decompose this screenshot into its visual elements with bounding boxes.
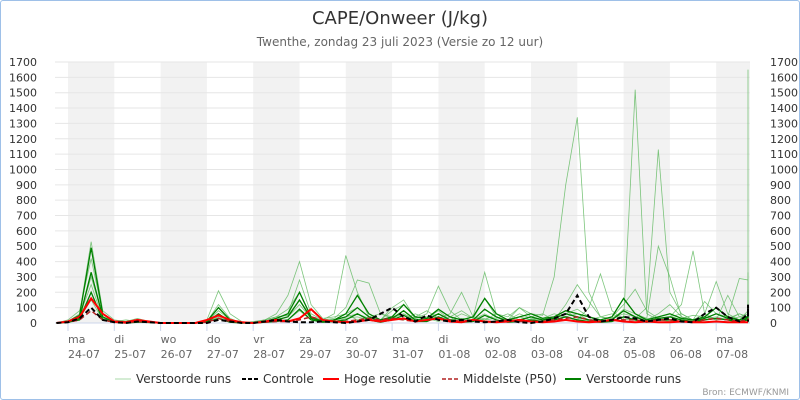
y-tick-label-right: 1400	[770, 102, 798, 115]
day-band	[623, 62, 670, 323]
y-tick-label-right: 600	[770, 225, 791, 238]
y-tick-label-right: 100	[770, 302, 791, 315]
x-tick-date: 06-08	[670, 348, 702, 361]
legend-label: Verstoorde runs	[136, 372, 231, 386]
x-tick-date: 25-07	[114, 348, 146, 361]
x-tick-date: 07-08	[716, 348, 748, 361]
day-band	[438, 62, 485, 323]
legend-label: Hoge resolutie	[344, 372, 431, 386]
y-tick-label-left: 100	[16, 302, 37, 315]
x-tick-weekday: za	[624, 333, 637, 346]
chart-title: CAPE/Onweer (J/kg)	[312, 8, 488, 29]
y-tick-label-left: 400	[16, 256, 37, 269]
y-tick-label-right: 1200	[770, 133, 798, 146]
day-band	[253, 62, 300, 323]
day-band	[68, 62, 115, 323]
x-tick-weekday: ma	[392, 333, 409, 346]
x-tick-weekday: zo	[670, 333, 683, 346]
y-tick-label-left: 1600	[9, 71, 37, 84]
x-tick-date: 05-08	[624, 348, 656, 361]
y-tick-label-right: 1700	[770, 56, 798, 69]
x-tick-date: 28-07	[253, 348, 285, 361]
control-line	[56, 293, 749, 325]
day-band	[160, 62, 207, 323]
y-tick-label-left: 800	[16, 194, 37, 207]
x-tick-date: 04-08	[577, 348, 609, 361]
x-tick-weekday: wo	[485, 333, 501, 346]
x-tick-weekday: di	[438, 333, 448, 346]
x-tick-date: 03-08	[531, 348, 563, 361]
x-tick-weekday: ma	[68, 333, 85, 346]
y-tick-label-right: 1100	[770, 148, 798, 161]
y-tick-label-right: 800	[770, 194, 791, 207]
x-tick-weekday: do	[207, 333, 221, 346]
x-tick-weekday: vr	[253, 333, 265, 346]
x-tick-date: 26-07	[161, 348, 193, 361]
y-tick-label-left: 1500	[9, 87, 37, 100]
legend-item[interactable]: Hoge resolutie	[323, 372, 431, 386]
y-tick-label-right: 0	[770, 317, 777, 330]
day-band	[716, 62, 750, 323]
y-tick-label-left: 0	[30, 317, 37, 330]
legend-label: Controle	[263, 372, 314, 386]
y-tick-label-right: 1300	[770, 117, 798, 130]
x-tick-weekday: do	[531, 333, 545, 346]
y-tick-label-left: 1400	[9, 102, 37, 115]
high-resolution-line	[56, 296, 748, 325]
y-tick-label-right: 500	[770, 240, 791, 253]
x-tick-date: 01-08	[438, 348, 470, 361]
y-tick-label-right: 700	[770, 210, 791, 223]
x-tick-weekday: vr	[577, 333, 589, 346]
legend-item[interactable]: Verstoorde runs	[115, 372, 231, 386]
x-tick-date: 30-07	[346, 348, 378, 361]
y-tick-label-left: 300	[16, 271, 37, 284]
x-tick-date: 02-08	[485, 348, 517, 361]
y-tick-label-left: 500	[16, 240, 37, 253]
x-tick-date: 29-07	[300, 348, 332, 361]
x-tick-weekday: zo	[346, 333, 359, 346]
y-tick-label-left: 600	[16, 225, 37, 238]
y-tick-label-left: 1300	[9, 117, 37, 130]
x-tick-weekday: di	[114, 333, 124, 346]
x-tick-weekday: ma	[716, 333, 733, 346]
y-tick-label-right: 300	[770, 271, 791, 284]
legend-label: Verstoorde runs	[586, 372, 681, 386]
chart-subtitle: Twenthe, zondag 23 juli 2023 (Versie zo …	[256, 35, 543, 49]
y-tick-label-left: 1700	[9, 56, 37, 69]
y-tick-label-right: 400	[770, 256, 791, 269]
x-tick-date: 27-07	[207, 348, 239, 361]
y-tick-label-left: 1000	[9, 163, 37, 176]
legend-label: Middelste (P50)	[463, 372, 557, 386]
x-tick-weekday: za	[300, 333, 313, 346]
legend-item[interactable]: Controle	[242, 372, 314, 386]
y-tick-label-left: 700	[16, 210, 37, 223]
y-tick-label-left: 200	[16, 286, 37, 299]
legend-item[interactable]: Middelste (P50)	[442, 372, 557, 386]
y-tick-label-right: 1000	[770, 163, 798, 176]
legend-item[interactable]: Verstoorde runs	[565, 372, 681, 386]
x-tick-weekday: wo	[161, 333, 177, 346]
x-tick-date: 24-07	[68, 348, 100, 361]
y-tick-label-right: 1600	[770, 71, 798, 84]
y-tick-label-left: 1100	[9, 148, 37, 161]
y-tick-label-left: 1200	[9, 133, 37, 146]
x-tick-date: 31-07	[392, 348, 424, 361]
y-tick-label-right: 200	[770, 286, 791, 299]
source-credit: Bron: ECMWF/KNMI	[702, 388, 789, 398]
y-tick-label-right: 1500	[770, 87, 798, 100]
y-tick-label-left: 900	[16, 179, 37, 192]
y-tick-label-right: 900	[770, 179, 791, 192]
day-band	[531, 62, 578, 323]
